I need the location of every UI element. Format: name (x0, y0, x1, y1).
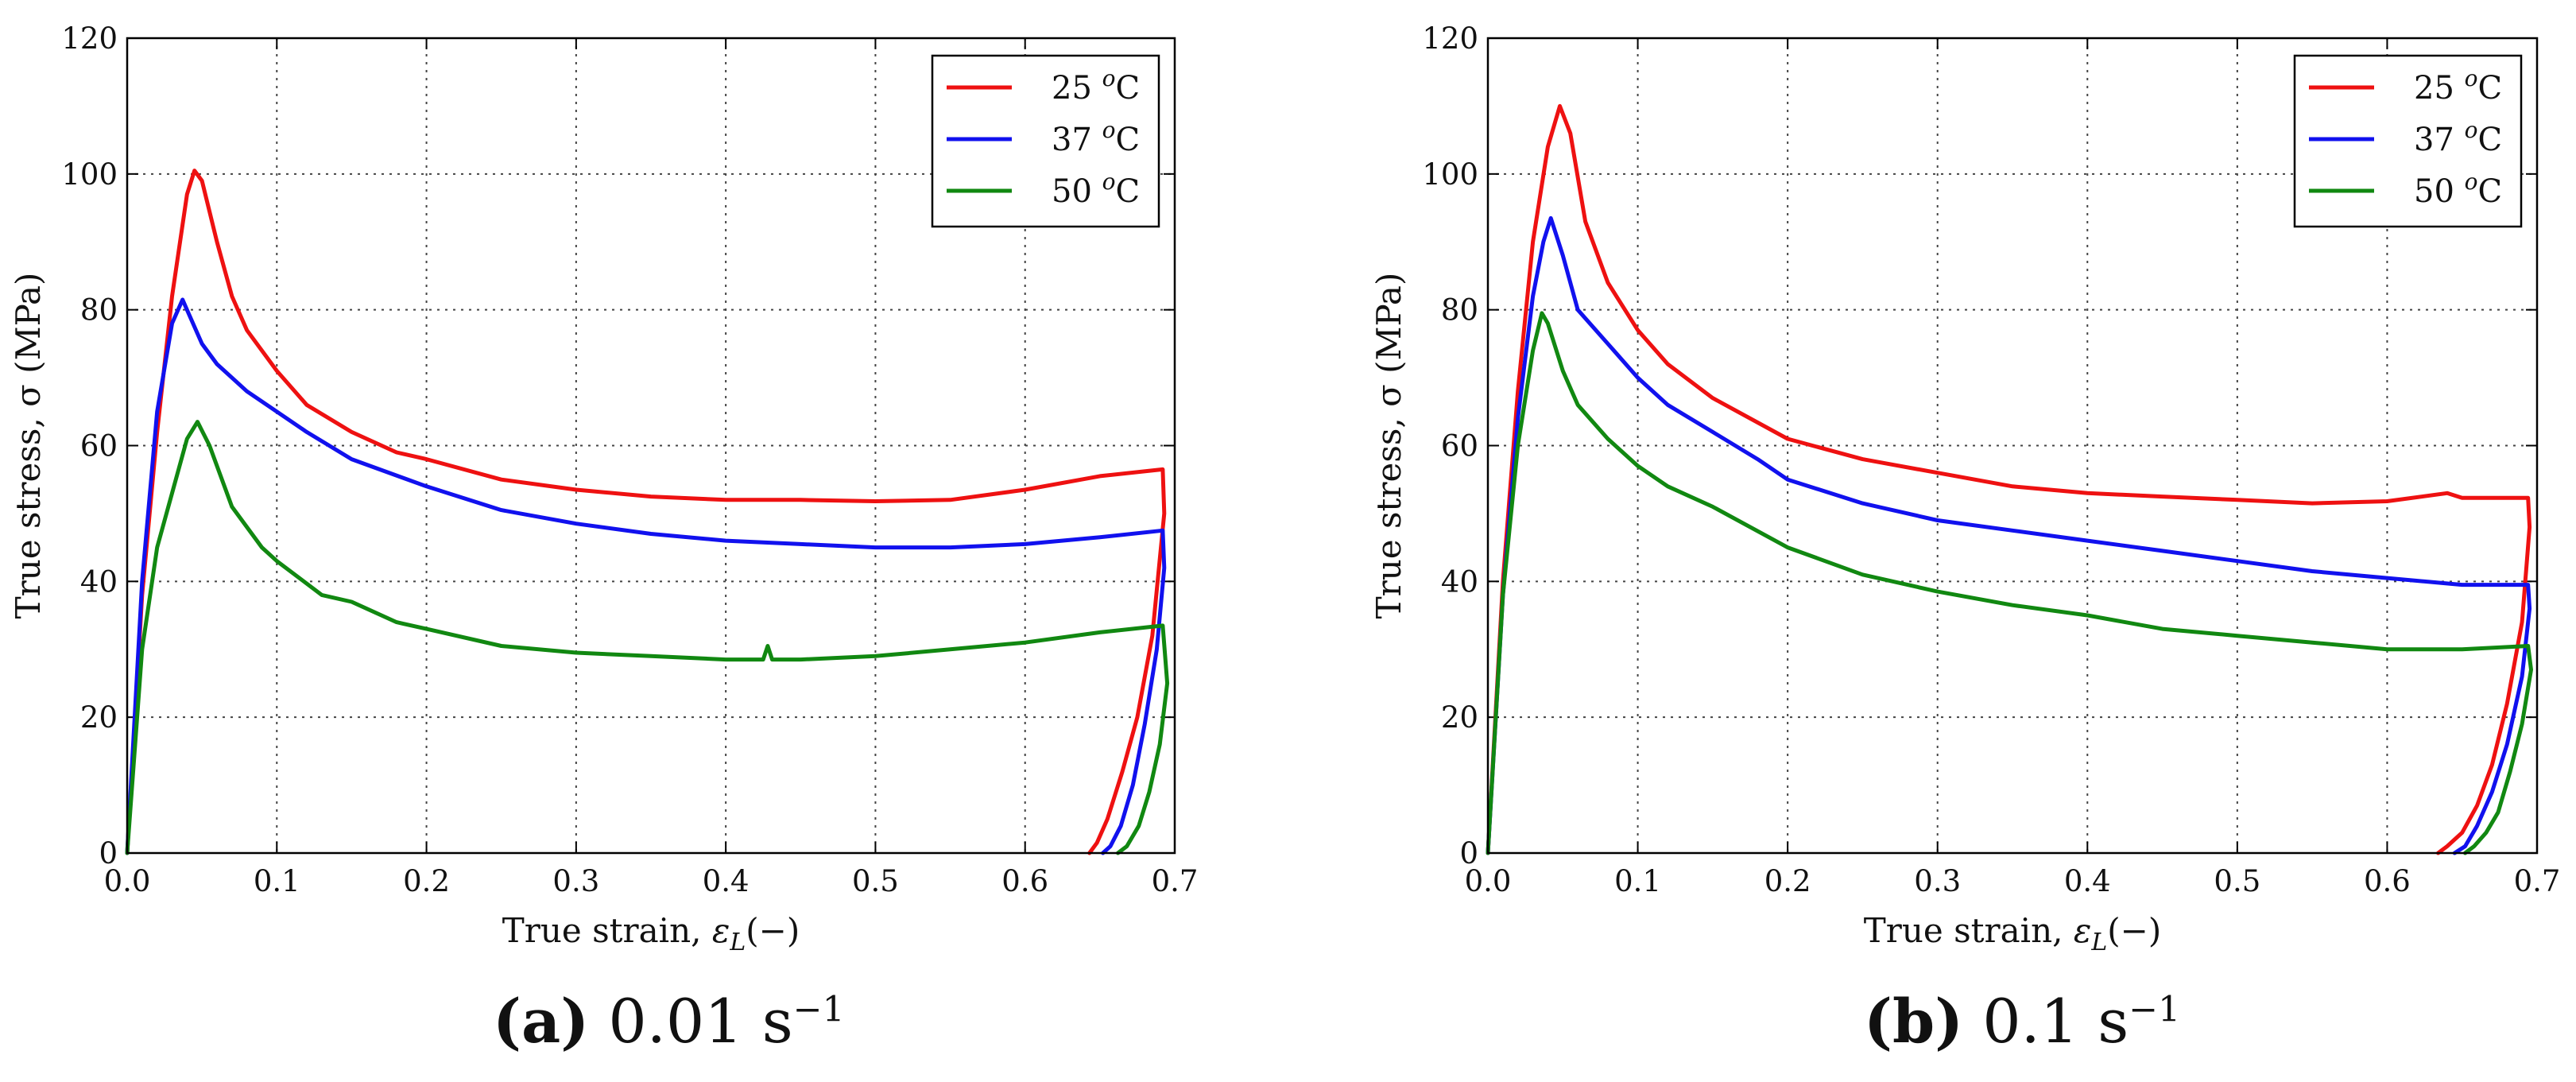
caption-a-exponent: −1 (792, 989, 845, 1030)
b-y-tick-label: 20 (1441, 700, 1478, 735)
b-y-tick-label: 60 (1441, 429, 1478, 463)
a-y-tick-label: 20 (80, 700, 118, 735)
caption-b-rate: 0.1 s (1982, 986, 2129, 1057)
caption-a: (a) 0.01 s−1 (493, 986, 845, 1057)
caption-b-exponent: −1 (2129, 989, 2181, 1030)
caption-a-rate: 0.01 s (608, 986, 793, 1057)
a-y-tick-label: 80 (80, 293, 118, 328)
b-x-tick-label: 0.5 (2214, 864, 2260, 898)
b-y-tick-label: 40 (1441, 564, 1478, 599)
a-x-axis-label: True strain, εL(−) (502, 911, 800, 956)
b-plot-frame (1486, 37, 2539, 855)
b-legend-label-37: 37 oC (2414, 117, 2502, 158)
b-x-tick-label: 0.2 (1764, 864, 1811, 898)
b-series-50-line (1486, 311, 2533, 855)
caption-b: (b) 0.1 s−1 (1864, 986, 2180, 1057)
a-x-tick-label: 0.5 (852, 864, 899, 898)
a-x-tick-label: 0.6 (1001, 864, 1048, 898)
a-x-tick-label: 0.0 (104, 864, 151, 898)
b-x-tick-label: 0.1 (1614, 864, 1661, 898)
a-legend-label-50: 50 oC (1052, 169, 1140, 210)
b-x-tick-label: 0.0 (1465, 864, 1512, 898)
b-legend-label-50: 50 oC (2414, 169, 2502, 210)
a-x-tick-label: 0.3 (552, 864, 599, 898)
a-series-37-line (125, 297, 1167, 855)
b-x-tick-label: 0.6 (2364, 864, 2411, 898)
a-x-tick-label: 0.7 (1152, 864, 1199, 898)
b-series-37-line (1486, 215, 2532, 855)
a-plot-frame (126, 37, 1176, 855)
a-legend-label-25: 25 oC (1052, 65, 1140, 107)
a-series-25-line (125, 169, 1167, 855)
a-y-tick-label: 0 (99, 836, 118, 871)
a-y-tick-label: 40 (80, 564, 118, 599)
b-y-tick-label: 120 (1422, 21, 1478, 56)
a-y-axis-label: True stress, σ (MPa) (9, 273, 48, 619)
b-series-25-line (1486, 103, 2532, 855)
b-y-tick-label: 0 (1459, 836, 1478, 871)
b-legend-label-25: 25 oC (2414, 65, 2502, 107)
b-y-axis-label: True stress, σ (MPa) (1369, 273, 1408, 619)
a-y-tick-label: 120 (61, 21, 118, 56)
b-x-tick-label: 0.7 (2514, 864, 2561, 898)
a-x-tick-label: 0.1 (254, 864, 300, 898)
a-x-tick-label: 0.2 (403, 864, 450, 898)
b-y-tick-label: 100 (1422, 157, 1478, 192)
a-x-tick-label: 0.4 (703, 864, 750, 898)
caption-a-letter: (a) (493, 986, 590, 1057)
b-x-axis-label: True strain, εL(−) (1864, 911, 2162, 956)
a-series-50-line (125, 420, 1170, 855)
b-x-tick-label: 0.4 (2064, 864, 2111, 898)
a-legend-label-37: 37 oC (1052, 117, 1140, 158)
b-y-tick-label: 80 (1441, 293, 1478, 328)
a-y-tick-label: 100 (61, 157, 118, 192)
a-y-tick-label: 60 (80, 429, 118, 463)
caption-b-letter: (b) (1864, 986, 1964, 1057)
b-x-tick-label: 0.3 (1914, 864, 1961, 898)
